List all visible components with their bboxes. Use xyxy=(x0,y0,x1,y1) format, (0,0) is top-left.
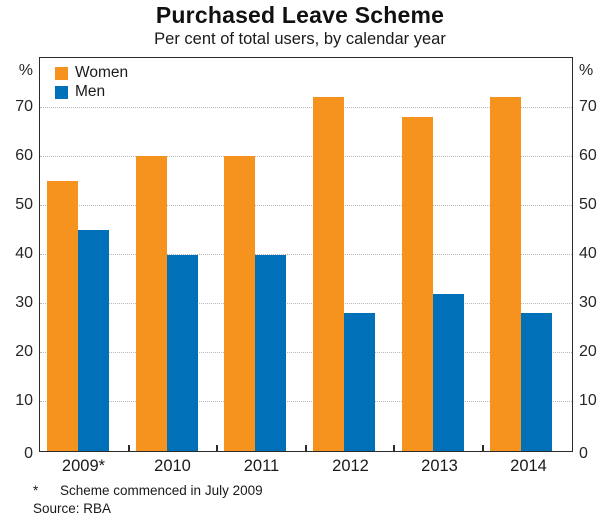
bar-men-2011 xyxy=(255,254,287,451)
bar-men-2010 xyxy=(166,254,198,451)
bar-women-2014 xyxy=(490,97,522,451)
x-label-2010: 2010 xyxy=(154,457,191,475)
legend: Women Men xyxy=(55,65,128,100)
bar-group-2010 xyxy=(129,58,218,451)
women-swatch-icon xyxy=(55,66,68,80)
legend-label-men: Men xyxy=(75,83,106,100)
bar-group-2011 xyxy=(217,58,306,451)
y-tick-label-0: 0 xyxy=(579,445,588,462)
y-tick-label-0: 0 xyxy=(24,445,33,462)
y-axis-right: % 70 60 50 40 30 20 10 0 xyxy=(579,57,600,462)
x-tick-4 xyxy=(393,445,395,451)
y-tick-label-70: 70 xyxy=(579,98,597,115)
y-tick-label-40: 40 xyxy=(15,245,33,262)
footnote: * Scheme commenced in July 2009 xyxy=(33,483,263,498)
x-label-2014: 2014 xyxy=(510,457,547,475)
footnote-text: Scheme commenced in July 2009 xyxy=(60,483,263,498)
footnote-marker: * xyxy=(33,483,39,498)
men-swatch-icon xyxy=(55,85,68,99)
y-tick-label-50: 50 xyxy=(579,196,597,213)
plot-area: Women Men xyxy=(39,57,573,452)
bar-group-2014 xyxy=(483,58,572,451)
bar-group-2009 xyxy=(40,58,129,451)
y-tick-label-10: 10 xyxy=(15,392,33,409)
x-tick-3 xyxy=(304,445,307,451)
x-axis-labels: 2009* 2010 2011 2012 2013 2014 xyxy=(39,456,573,476)
x-label-2009: 2009* xyxy=(61,457,106,475)
bar-women-2013 xyxy=(401,116,433,451)
bar-men-2013 xyxy=(432,293,464,451)
y-tick-label-70: 70 xyxy=(15,98,33,115)
y-tick-label-30: 30 xyxy=(579,294,597,311)
gridline-40 xyxy=(40,254,572,255)
bar-women-2010 xyxy=(135,156,167,451)
bar-women-2011 xyxy=(224,156,256,451)
y-tick-label-50: 50 xyxy=(15,196,33,213)
gridline-20 xyxy=(40,352,572,353)
y-tick-label-10: 10 xyxy=(579,392,597,409)
bar-men-2012 xyxy=(344,313,376,451)
bar-groups xyxy=(40,58,572,451)
chart-subtitle: Per cent of total users, by calendar yea… xyxy=(154,30,446,48)
legend-item-women: Women xyxy=(55,65,128,81)
legend-label-women: Women xyxy=(75,64,129,81)
gridline-70 xyxy=(40,107,572,108)
y-tick-label-20: 20 xyxy=(15,343,33,360)
bar-women-2009 xyxy=(47,180,78,451)
legend-item-men: Men xyxy=(55,84,128,100)
y-axis-left: % 70 60 50 40 30 20 10 0 xyxy=(0,57,33,462)
gridline-10 xyxy=(40,401,572,402)
bar-group-2013 xyxy=(395,58,484,451)
x-label-2013: 2013 xyxy=(421,457,458,475)
bar-women-2012 xyxy=(313,97,345,451)
x-label-2011: 2011 xyxy=(243,457,280,475)
x-tick-2 xyxy=(216,445,218,451)
gridline-50 xyxy=(40,205,572,206)
gridline-30 xyxy=(40,303,572,304)
chart-title: Purchased Leave Scheme xyxy=(155,2,445,28)
bar-group-2012 xyxy=(306,58,395,451)
y-tick-label-30: 30 xyxy=(15,294,33,311)
y-tick-label-60: 60 xyxy=(579,147,597,164)
source-note: Source: RBA xyxy=(33,501,112,516)
y-tick-label-40: 40 xyxy=(579,245,597,262)
y-axis-unit-label: % xyxy=(579,62,594,79)
bar-men-2009 xyxy=(78,229,109,451)
x-tick-1 xyxy=(127,445,130,451)
x-label-2012: 2012 xyxy=(332,457,369,475)
gridline-60 xyxy=(40,156,572,157)
y-tick-label-20: 20 xyxy=(579,343,597,360)
y-axis-unit-label: % xyxy=(18,62,33,79)
x-tick-5 xyxy=(481,445,484,451)
bar-men-2014 xyxy=(521,313,553,451)
y-tick-label-60: 60 xyxy=(15,147,33,164)
